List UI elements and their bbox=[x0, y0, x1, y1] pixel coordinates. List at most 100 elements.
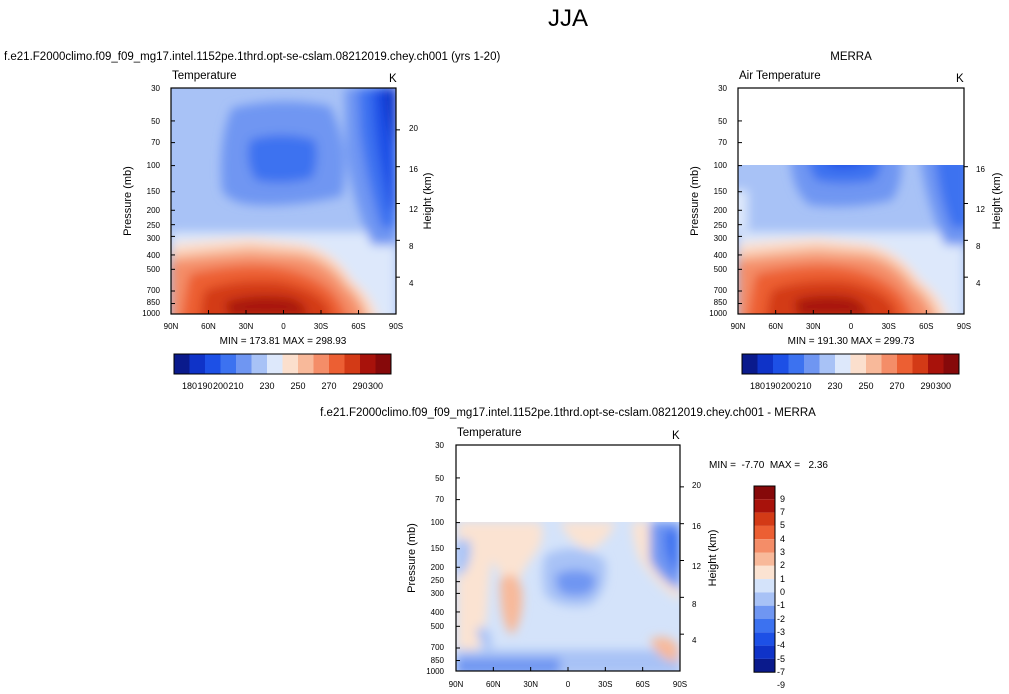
panel-1-ylabel: Pressure (mb) bbox=[122, 166, 134, 236]
colorbar-swatch bbox=[754, 658, 775, 673]
panel-3-stats: MIN = -7.70 MAX = 2.36 bbox=[709, 460, 828, 471]
colorbar-label: 180 bbox=[750, 381, 765, 391]
y-tick-label: 300 bbox=[714, 234, 728, 243]
panel-3-units: K bbox=[672, 430, 680, 442]
panel-2-ylabel-right: Height (km) bbox=[991, 173, 1003, 230]
y-tick-label: 70 bbox=[151, 138, 160, 147]
colorbar-swatch bbox=[174, 354, 190, 374]
colorbar-swatch bbox=[835, 354, 851, 374]
panel-2-y-ticks-right: 16 12 8 4 bbox=[976, 165, 985, 288]
colorbar-swatch bbox=[298, 354, 314, 374]
colorbar-swatch bbox=[754, 632, 775, 646]
colorbar-label: 230 bbox=[827, 381, 842, 391]
colorbar-swatch bbox=[773, 354, 789, 374]
y-tick-label: 250 bbox=[147, 221, 161, 230]
y-tick-label: 100 bbox=[147, 161, 161, 170]
colorbar-swatch bbox=[897, 354, 913, 374]
panel-2: Air Temperature K 90N bbox=[689, 70, 1003, 391]
colorbar-swatch bbox=[251, 354, 267, 374]
x-tick-label: 60S bbox=[919, 322, 933, 331]
colorbar-label: 180 bbox=[182, 381, 197, 391]
x-tick-label: 60N bbox=[768, 322, 783, 331]
height-tick-label: 8 bbox=[692, 600, 697, 609]
panel-2-field bbox=[738, 88, 964, 314]
panel-3-ylabel-right: Height (km) bbox=[707, 530, 719, 587]
colorbar-swatch bbox=[757, 354, 773, 374]
y-tick-label: 150 bbox=[431, 544, 445, 553]
colorbar-label: 290 bbox=[920, 381, 935, 391]
colorbar-swatch bbox=[205, 354, 221, 374]
panel-3: Temperature K bbox=[406, 427, 828, 690]
y-tick-label: 150 bbox=[714, 187, 728, 196]
colorbar-label: 290 bbox=[352, 381, 367, 391]
y-tick-label: 500 bbox=[147, 265, 161, 274]
colorbar-label: 250 bbox=[290, 381, 305, 391]
x-tick-label: 90N bbox=[449, 680, 464, 689]
page-title: JJA bbox=[548, 5, 588, 32]
colorbar-swatch bbox=[329, 354, 345, 374]
height-tick-label: 8 bbox=[976, 242, 981, 251]
y-tick-label: 200 bbox=[147, 206, 161, 215]
y-tick-label: 500 bbox=[714, 265, 728, 274]
colorbar-swatch bbox=[943, 354, 959, 374]
colorbar-label: -1 bbox=[777, 600, 785, 610]
x-tick-label: 60S bbox=[351, 322, 365, 331]
y-tick-label: 100 bbox=[714, 161, 728, 170]
colorbar-label: 270 bbox=[889, 381, 904, 391]
y-tick-label: 50 bbox=[718, 117, 727, 126]
height-tick-label: 20 bbox=[409, 124, 418, 133]
y-tick-label: 400 bbox=[147, 251, 161, 260]
panel-1-ylabel-right: Height (km) bbox=[422, 173, 434, 230]
y-tick-label: 30 bbox=[718, 84, 727, 93]
colorbar-label: -4 bbox=[777, 640, 785, 650]
panel-3-title: f.e21.F2000climo.f09_f09_mg17.intel.1152… bbox=[320, 407, 816, 419]
x-tick-label: 0 bbox=[849, 322, 854, 331]
panel-1-x-ticks: 90N 60N 30N 0 30S 60S 90S bbox=[164, 322, 403, 331]
panel-2-title: MERRA bbox=[830, 51, 872, 63]
colorbar-swatch bbox=[804, 354, 820, 374]
colorbar-label: -3 bbox=[777, 627, 785, 637]
tick-marks bbox=[170, 87, 968, 672]
colorbar-label: 5 bbox=[780, 520, 785, 530]
panel-2-ylabel: Pressure (mb) bbox=[689, 166, 701, 236]
colorbar-label: 210 bbox=[796, 381, 811, 391]
y-tick-label: 700 bbox=[147, 286, 161, 295]
y-tick-label: 70 bbox=[718, 138, 727, 147]
colorbar-label: 210 bbox=[228, 381, 243, 391]
colorbar-swatch bbox=[881, 354, 897, 374]
height-tick-label: 16 bbox=[409, 165, 418, 174]
x-tick-label: 30N bbox=[523, 680, 538, 689]
panel-3-field bbox=[456, 445, 680, 671]
colorbar-swatch bbox=[344, 354, 360, 374]
y-tick-label: 1000 bbox=[142, 309, 160, 318]
x-tick-label: 30S bbox=[882, 322, 896, 331]
colorbar-swatch bbox=[754, 552, 775, 566]
colorbar-swatch bbox=[928, 354, 944, 374]
colorbar-swatch bbox=[866, 354, 882, 374]
x-tick-label: 0 bbox=[281, 322, 286, 331]
y-tick-label: 250 bbox=[431, 576, 445, 585]
y-tick-label: 850 bbox=[147, 298, 161, 307]
colorbar-swatch bbox=[754, 525, 775, 540]
colorbar-swatch bbox=[819, 354, 835, 374]
panel-3-y-ticks: 30 50 70 100 150 200 250 300 400 500 700… bbox=[426, 441, 444, 676]
y-tick-label: 150 bbox=[147, 187, 161, 196]
panel-2-units: K bbox=[956, 73, 964, 85]
colorbar-swatch bbox=[754, 565, 775, 580]
colorbar-label: 230 bbox=[259, 381, 274, 391]
y-tick-label: 700 bbox=[714, 286, 728, 295]
y-tick-label: 700 bbox=[431, 643, 445, 652]
panel-1-y-ticks-right: 20 16 12 8 4 bbox=[409, 124, 418, 288]
panel-3-colorbar: 9 7 5 4 3 2 1 0 -1 -2 -3 -4 -5 -7 -9 bbox=[753, 485, 785, 690]
height-tick-label: 8 bbox=[409, 242, 414, 251]
height-tick-label: 12 bbox=[976, 205, 985, 214]
colorbar-swatch bbox=[754, 486, 775, 500]
colorbar-label: 1 bbox=[780, 574, 785, 584]
panel-3-ylabel: Pressure (mb) bbox=[406, 523, 418, 593]
colorbar-label: 300 bbox=[368, 381, 383, 391]
colorbar-swatch bbox=[754, 579, 775, 593]
x-tick-label: 90S bbox=[957, 322, 971, 331]
panel-1-y-ticks: 30 50 70 100 150 200 250 300 400 500 700… bbox=[142, 84, 160, 318]
height-tick-label: 4 bbox=[409, 279, 414, 288]
height-tick-label: 4 bbox=[692, 636, 697, 645]
